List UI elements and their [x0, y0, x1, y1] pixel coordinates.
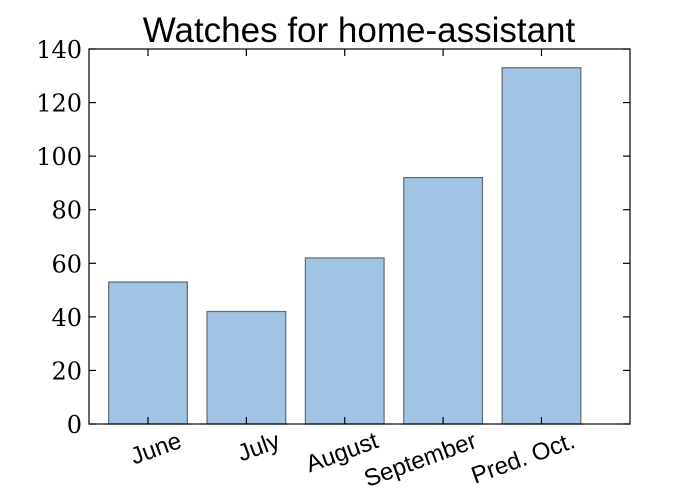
y-tick-label: 80 — [51, 197, 82, 225]
bar-september — [403, 176, 484, 425]
bars-layer — [108, 67, 582, 425]
chart-title: Watches for home-assistant — [143, 11, 576, 50]
y-tick-label: 20 — [51, 357, 82, 385]
x-tick-label: July — [234, 427, 283, 467]
x-tick-label: September — [361, 427, 481, 493]
bar-pred-oct — [501, 67, 582, 425]
x-tick-label: Pred. Oct. — [468, 427, 579, 489]
y-tick-label: 40 — [51, 304, 82, 332]
y-axis: 0 20 40 60 80 100 120 140 — [36, 36, 630, 439]
plot-frame — [88, 48, 631, 425]
y-tick-label: 100 — [36, 143, 82, 171]
x-tick-label: June — [127, 427, 185, 470]
y-tick-label: 60 — [51, 250, 82, 278]
bar-august — [304, 257, 385, 425]
y-tick-label: 140 — [36, 36, 82, 64]
y-tick-label: 0 — [67, 411, 82, 439]
bar-july — [206, 310, 287, 425]
y-tick-label: 120 — [36, 90, 82, 118]
axes-layer — [88, 48, 631, 425]
bar-june — [108, 281, 188, 425]
